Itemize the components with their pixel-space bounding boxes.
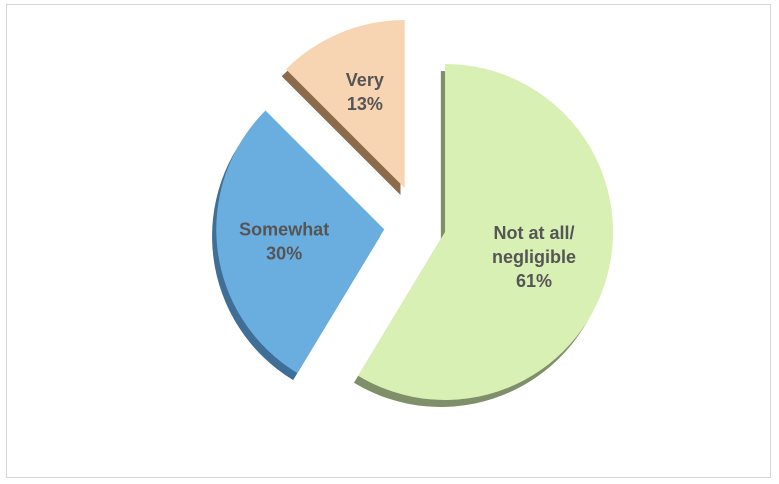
slice-value-label: 61% (516, 271, 552, 291)
pie-slice-very (285, 20, 405, 189)
pie-slice-not-at-all-negligible (358, 63, 614, 400)
slice-category-label: Very (346, 70, 384, 90)
slice-label: Not at all/negligible 61% (492, 223, 576, 291)
slice-category-label: negligible (492, 247, 576, 267)
slice-category-label: Somewhat (239, 219, 329, 239)
slice-label: Very 13% (346, 70, 384, 114)
slice-category-label: Not at all/ (494, 223, 575, 243)
slice-label: Somewhat 30% (239, 219, 329, 263)
pie-slice-somewhat (216, 110, 385, 374)
slice-value-label: 30% (266, 243, 302, 263)
slice-value-label: 13% (347, 94, 383, 114)
